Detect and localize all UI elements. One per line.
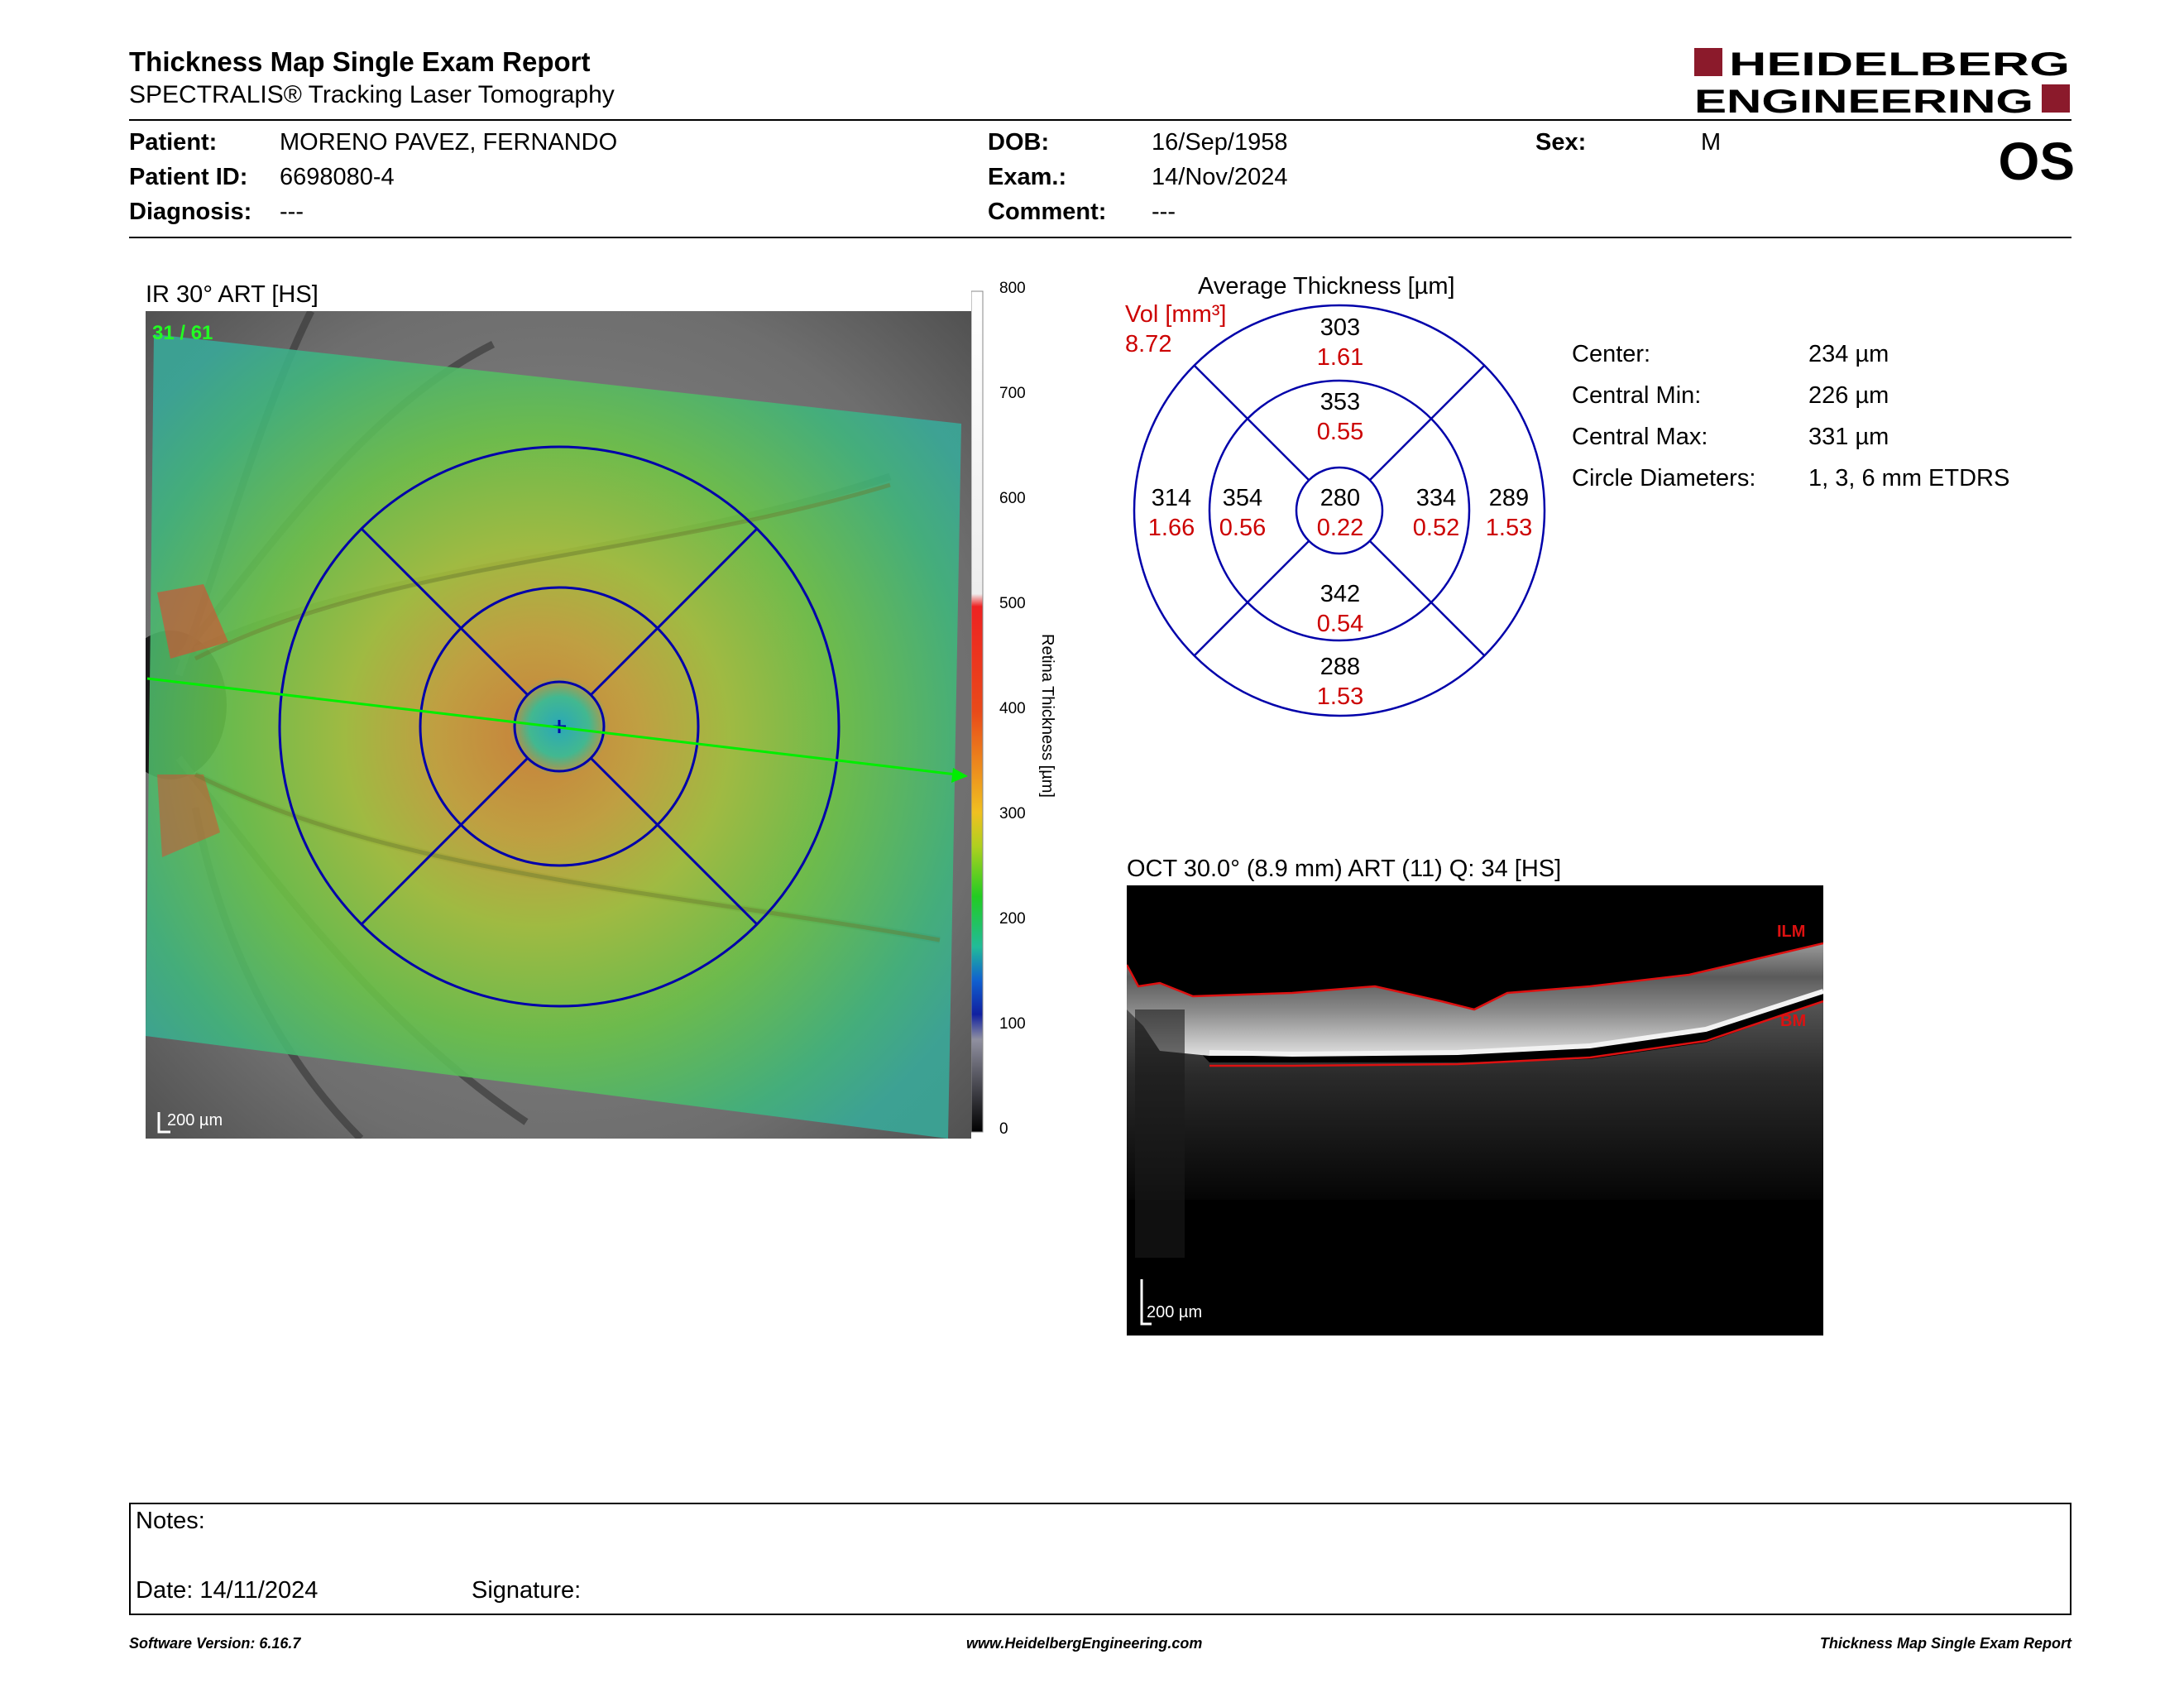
patient-label: Patient: [129, 129, 218, 156]
colorbar-tick: 200 [999, 910, 1026, 928]
vol-total: 8.72 [1125, 331, 1172, 357]
stat-label-circle-diameters: Circle Diameters: [1572, 465, 1756, 492]
colorbar-tick: 700 [999, 385, 1026, 402]
oct-bscan-image: ILM BM 200 µm [1125, 885, 1824, 1336]
inner-superior-thickness: 353 [1320, 389, 1361, 415]
patient-id: 6698080-4 [280, 164, 395, 190]
inner-nasal-thickness: 334 [1415, 485, 1457, 511]
outer-superior-volume: 1.61 [1316, 344, 1364, 371]
colorbar-tick: 0 [999, 1120, 1008, 1138]
outer-temporal-thickness: 314 [1151, 485, 1192, 511]
colorbar-axis-label: Retina Thickness [µm] [1038, 634, 1056, 798]
oct-scale-label: 200 µm [1147, 1303, 1202, 1321]
stat-label-center: Center: [1572, 341, 1651, 367]
sex-label: Sex: [1535, 129, 1587, 156]
dob-label: DOB: [988, 129, 1050, 156]
header-divider [129, 119, 2071, 121]
diagnosis-label: Diagnosis: [129, 199, 252, 225]
colorbar-tick: 100 [999, 1015, 1026, 1033]
colorbar-tick: 800 [999, 280, 1026, 297]
inner-nasal-volume: 0.52 [1412, 515, 1460, 541]
center-thickness: 280 [1320, 485, 1361, 511]
sex-value: M [1701, 129, 1722, 156]
report-title: Thickness Map Single Exam Report [129, 46, 591, 77]
exam-label: Exam.: [988, 164, 1067, 190]
logo-text-line1: HEIDELBERG [1729, 46, 2070, 83]
comment-label: Comment: [988, 199, 1107, 225]
outer-inferior-thickness: 288 [1320, 654, 1361, 680]
stat-value-central-min: 226 µm [1808, 382, 1889, 409]
thickness-colorbar [970, 286, 1062, 1140]
stat-value-center: 234 µm [1808, 341, 1889, 367]
eye-indicator: OS [1998, 132, 2075, 191]
notes-box [129, 1503, 2071, 1615]
software-version: Software Version: 6.16.7 [129, 1635, 301, 1652]
outer-temporal-volume: 1.66 [1147, 515, 1195, 541]
frame-counter: 31 / 61 [152, 322, 213, 344]
signature-label: Signature: [472, 1577, 582, 1604]
dob-value: 16/Sep/1958 [1152, 129, 1288, 156]
notes-date: Date: 14/11/2024 [136, 1577, 318, 1604]
comment-value: --- [1152, 199, 1176, 225]
inner-temporal-thickness: 354 [1222, 485, 1263, 511]
diagnosis-value: --- [280, 199, 304, 225]
inner-temporal-volume: 0.56 [1219, 515, 1267, 541]
colorbar-tick: 600 [999, 490, 1026, 507]
outer-nasal-thickness: 289 [1488, 485, 1530, 511]
bm-label: BM [1780, 1012, 1806, 1030]
oct-title: OCT 30.0° (8.9 mm) ART (11) Q: 34 [HS] [1127, 856, 1562, 882]
footer-report-name: Thickness Map Single Exam Report [1819, 1635, 2071, 1652]
outer-inferior-volume: 1.53 [1316, 683, 1364, 710]
colorbar-tick: 500 [999, 595, 1026, 612]
report-subtitle: SPECTRALIS® Tracking Laser Tomography [129, 81, 615, 108]
ilm-label: ILM [1777, 923, 1805, 941]
vol-label: Vol [mm³] [1125, 301, 1227, 328]
outer-superior-thickness: 303 [1320, 314, 1361, 341]
stat-value-circle-diameters: 1, 3, 6 mm ETDRS [1808, 465, 2010, 492]
inner-inferior-thickness: 342 [1320, 581, 1361, 607]
stat-label-central-max: Central Max: [1572, 424, 1708, 450]
info-divider [129, 237, 2071, 238]
fundus-title: IR 30° ART [HS] [146, 281, 318, 308]
website-link[interactable]: www.HeidelbergEngineering.com [966, 1635, 1203, 1652]
logo-text-line2: ENGINEERING [1694, 84, 2033, 116]
thickness-map-image: 31 / 61 200 µm [114, 309, 971, 1142]
etdrs-grid [1130, 301, 1549, 720]
inner-inferior-volume: 0.54 [1316, 611, 1364, 637]
patient-name: MORENO PAVEZ, FERNANDO [280, 129, 618, 156]
colorbar-tick-labels: 800 700 600 500 400 300 200 100 0 [976, 280, 1026, 1140]
etdrs-title: Average Thickness [µm] [1198, 273, 1455, 300]
colorbar-tick: 300 [999, 805, 1026, 822]
stat-value-central-max: 331 µm [1808, 424, 1889, 450]
patient-id-label: Patient ID: [129, 164, 248, 190]
fundus-scale-label: 200 µm [167, 1111, 223, 1129]
center-volume: 0.22 [1316, 515, 1364, 541]
stat-label-central-min: Central Min: [1572, 382, 1702, 409]
colorbar-tick: 400 [999, 700, 1026, 717]
exam-date: 14/Nov/2024 [1152, 164, 1288, 190]
outer-nasal-volume: 1.53 [1485, 515, 1533, 541]
inner-superior-volume: 0.55 [1316, 419, 1364, 445]
notes-label: Notes: [136, 1508, 205, 1534]
heidelberg-logo: HEIDELBERG ENGINEERING [1694, 46, 2071, 120]
